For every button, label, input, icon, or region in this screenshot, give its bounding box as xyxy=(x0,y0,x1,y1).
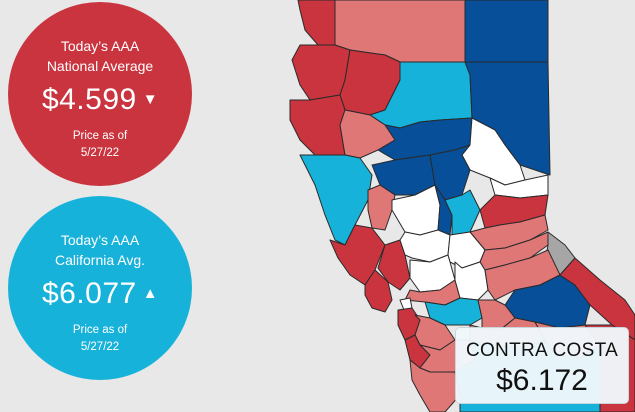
california-asof-date: 5/27/22 xyxy=(80,341,120,353)
tooltip-county-price: $6.172 xyxy=(496,364,588,397)
national-average-circle: Today’s AAA National Average $4.599 ▼ Pri… xyxy=(8,2,192,186)
national-label-line1: Today’s AAA xyxy=(60,38,140,54)
county-marin[interactable] xyxy=(364,269,393,313)
national-asof: Price as of 5/27/22 xyxy=(8,128,192,162)
tooltip-county-name: CONTRA COSTA xyxy=(465,340,619,361)
national-price-row: $4.599 ▼ xyxy=(8,82,192,118)
california-price: $6.077 xyxy=(41,277,137,310)
national-average-label: Today’s AAA National Average xyxy=(8,36,192,76)
california-label-line2: California Avg. xyxy=(54,252,145,268)
triangle-down-icon: ▼ xyxy=(142,91,159,108)
county-tooltip: CONTRA COSTA $6.172 xyxy=(455,327,629,404)
national-label-line2: National Average xyxy=(46,58,154,74)
national-asof-label: Price as of xyxy=(72,130,128,142)
california-price-row: $6.077 ▲ xyxy=(8,276,192,312)
county-del-norte[interactable] xyxy=(297,0,336,46)
national-price: $4.599 xyxy=(41,83,137,116)
california-label-line1: Today’s AAA xyxy=(60,232,140,248)
california-asof-label: Price as of xyxy=(72,324,128,336)
county-mendocino-north[interactable] xyxy=(289,94,346,156)
california-asof: Price as of 5/27/22 xyxy=(8,322,192,356)
county-modoc[interactable] xyxy=(464,0,549,63)
triangle-up-icon: ▲ xyxy=(142,285,159,302)
county-monterey[interactable] xyxy=(409,359,461,412)
county-san-joaquin[interactable] xyxy=(454,261,489,301)
national-asof-date: 5/27/22 xyxy=(80,147,120,159)
county-sonoma[interactable] xyxy=(329,224,386,286)
county-lake[interactable] xyxy=(367,184,396,231)
county-yuba[interactable] xyxy=(444,189,481,236)
california-average-label: Today’s AAA California Avg. xyxy=(8,230,192,270)
california-average-circle: Today’s AAA California Avg. $6.077 ▲ Pric… xyxy=(8,196,192,380)
